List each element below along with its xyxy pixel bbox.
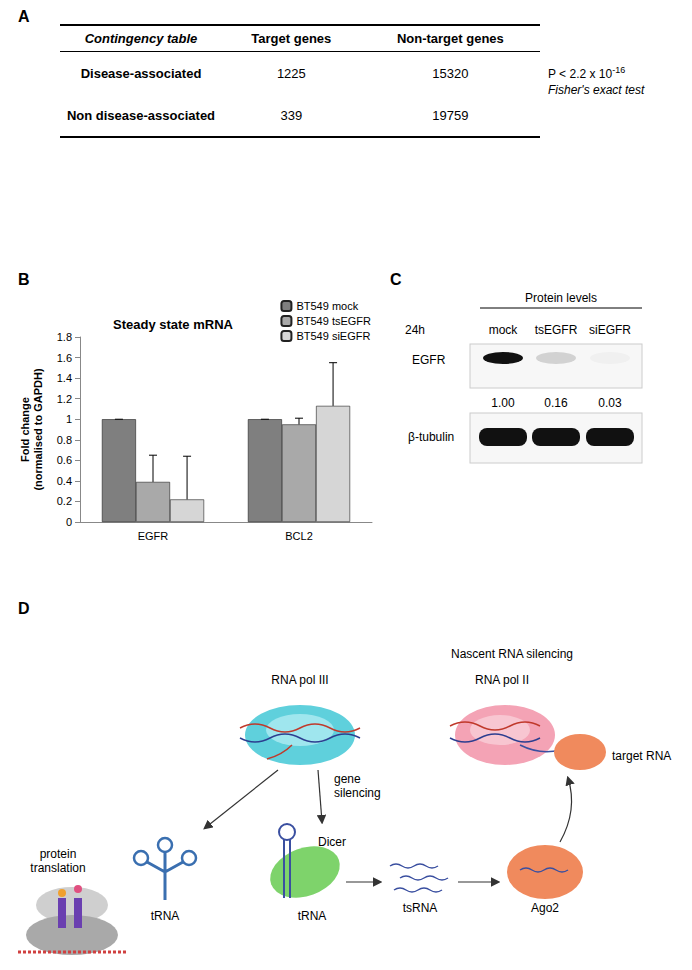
svg-text:(normalised to GAPDH): (normalised to GAPDH) [32,368,44,491]
svg-text:24h: 24h [405,323,425,337]
html-text:1225: 1225 [276,65,306,81]
svg-text:RNA pol II: RNA pol II [475,673,529,687]
svg-text:BCL2: BCL2 [285,530,313,542]
svg-text:Protein levels: Protein levels [525,291,597,305]
html-text:Target genes: Target genes [251,31,332,46]
svg-text:mock: mock [489,323,519,337]
svg-text:Steady state mRNA: Steady state mRNA [113,317,234,332]
svg-text:EGFR: EGFR [412,353,446,367]
html-text:Disease-associated: Disease-associated [80,65,202,81]
svg-text:siEGFR: siEGFR [589,323,631,337]
svg-text:1.00: 1.00 [491,396,515,410]
svg-text:EGFR: EGFR [138,530,169,542]
svg-text:tRNA: tRNA [151,909,180,923]
svg-text:target RNA: target RNA [612,749,671,763]
html-text:19759: 19759 [432,107,469,123]
svg-text:0.2: 0.2 [57,495,72,507]
html-text:Contingency table: Contingency table [84,31,198,46]
svg-text:β-tubulin: β-tubulin [408,430,454,444]
html-text:15320: 15320 [432,65,469,81]
svg-text:D: D [18,600,30,617]
svg-text:Ago2: Ago2 [531,901,559,915]
svg-text:BT549 tsEGFR: BT549 tsEGFR [296,315,371,327]
svg-text:Nascent RNA silencing: Nascent RNA silencing [451,647,573,661]
svg-text:0.16: 0.16 [544,396,568,410]
svg-text:0.03: 0.03 [598,396,622,410]
svg-text:silencing: silencing [334,786,381,800]
svg-text:B: B [18,271,30,288]
svg-text:0: 0 [66,516,72,528]
svg-text:BT549 mock: BT549 mock [296,300,358,312]
svg-text:1.6: 1.6 [57,352,72,364]
svg-text:0.6: 0.6 [57,454,72,466]
svg-text:0.4: 0.4 [57,475,72,487]
html-text:Non-target genes: Non-target genes [396,31,504,46]
svg-text:1.2: 1.2 [57,393,72,405]
svg-text:tsEGFR: tsEGFR [535,323,578,337]
svg-text:1: 1 [66,413,72,425]
svg-text:gene: gene [334,772,361,786]
svg-text:translation: translation [30,861,85,875]
svg-text:protein: protein [40,847,77,861]
html-text:339: 339 [280,107,303,123]
svg-text:0.8: 0.8 [57,434,72,446]
svg-text:BT549 siEGFR: BT549 siEGFR [296,330,370,342]
svg-text:1.4: 1.4 [57,372,72,384]
html-text:P < 2.2 x 10-16: P < 2.2 x 10-16 [548,65,626,81]
svg-text:tRNA: tRNA [298,909,327,923]
svg-text:tsRNA: tsRNA [403,901,438,915]
svg-text:1.8: 1.8 [57,331,72,343]
svg-text:A: A [18,8,30,25]
html-text:Non disease-associated: Non disease-associated [66,107,216,123]
svg-text:Fold change: Fold change [19,397,31,462]
svg-text:Dicer: Dicer [318,835,346,849]
html-text:Fisher's exact test: Fisher's exact test [548,83,645,97]
svg-text:C: C [390,271,402,288]
svg-text:RNA pol III: RNA pol III [271,673,328,687]
